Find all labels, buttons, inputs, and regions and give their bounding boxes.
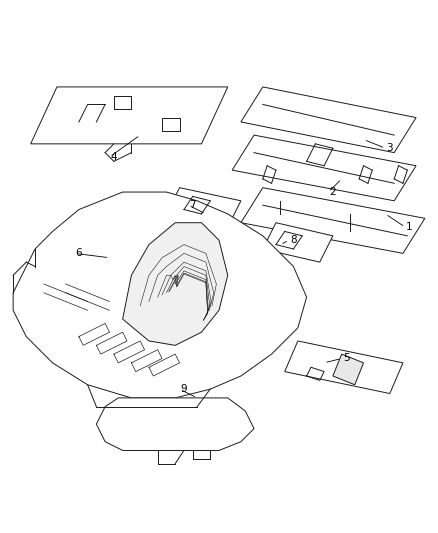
Polygon shape: [31, 87, 228, 144]
Polygon shape: [232, 135, 416, 201]
Text: 7: 7: [189, 200, 196, 210]
Polygon shape: [263, 223, 333, 262]
Text: 5: 5: [343, 353, 350, 364]
Text: 6: 6: [75, 248, 82, 259]
Text: 3: 3: [386, 143, 393, 154]
Polygon shape: [96, 398, 254, 450]
Text: 4: 4: [110, 152, 117, 162]
Polygon shape: [13, 192, 307, 398]
Text: 8: 8: [290, 235, 297, 245]
Polygon shape: [166, 188, 241, 227]
Polygon shape: [123, 223, 228, 345]
Polygon shape: [333, 354, 364, 385]
Text: 9: 9: [180, 384, 187, 394]
Polygon shape: [285, 341, 403, 393]
Polygon shape: [241, 188, 425, 253]
Text: 1: 1: [406, 222, 413, 232]
Polygon shape: [241, 87, 416, 152]
Text: 2: 2: [329, 187, 336, 197]
